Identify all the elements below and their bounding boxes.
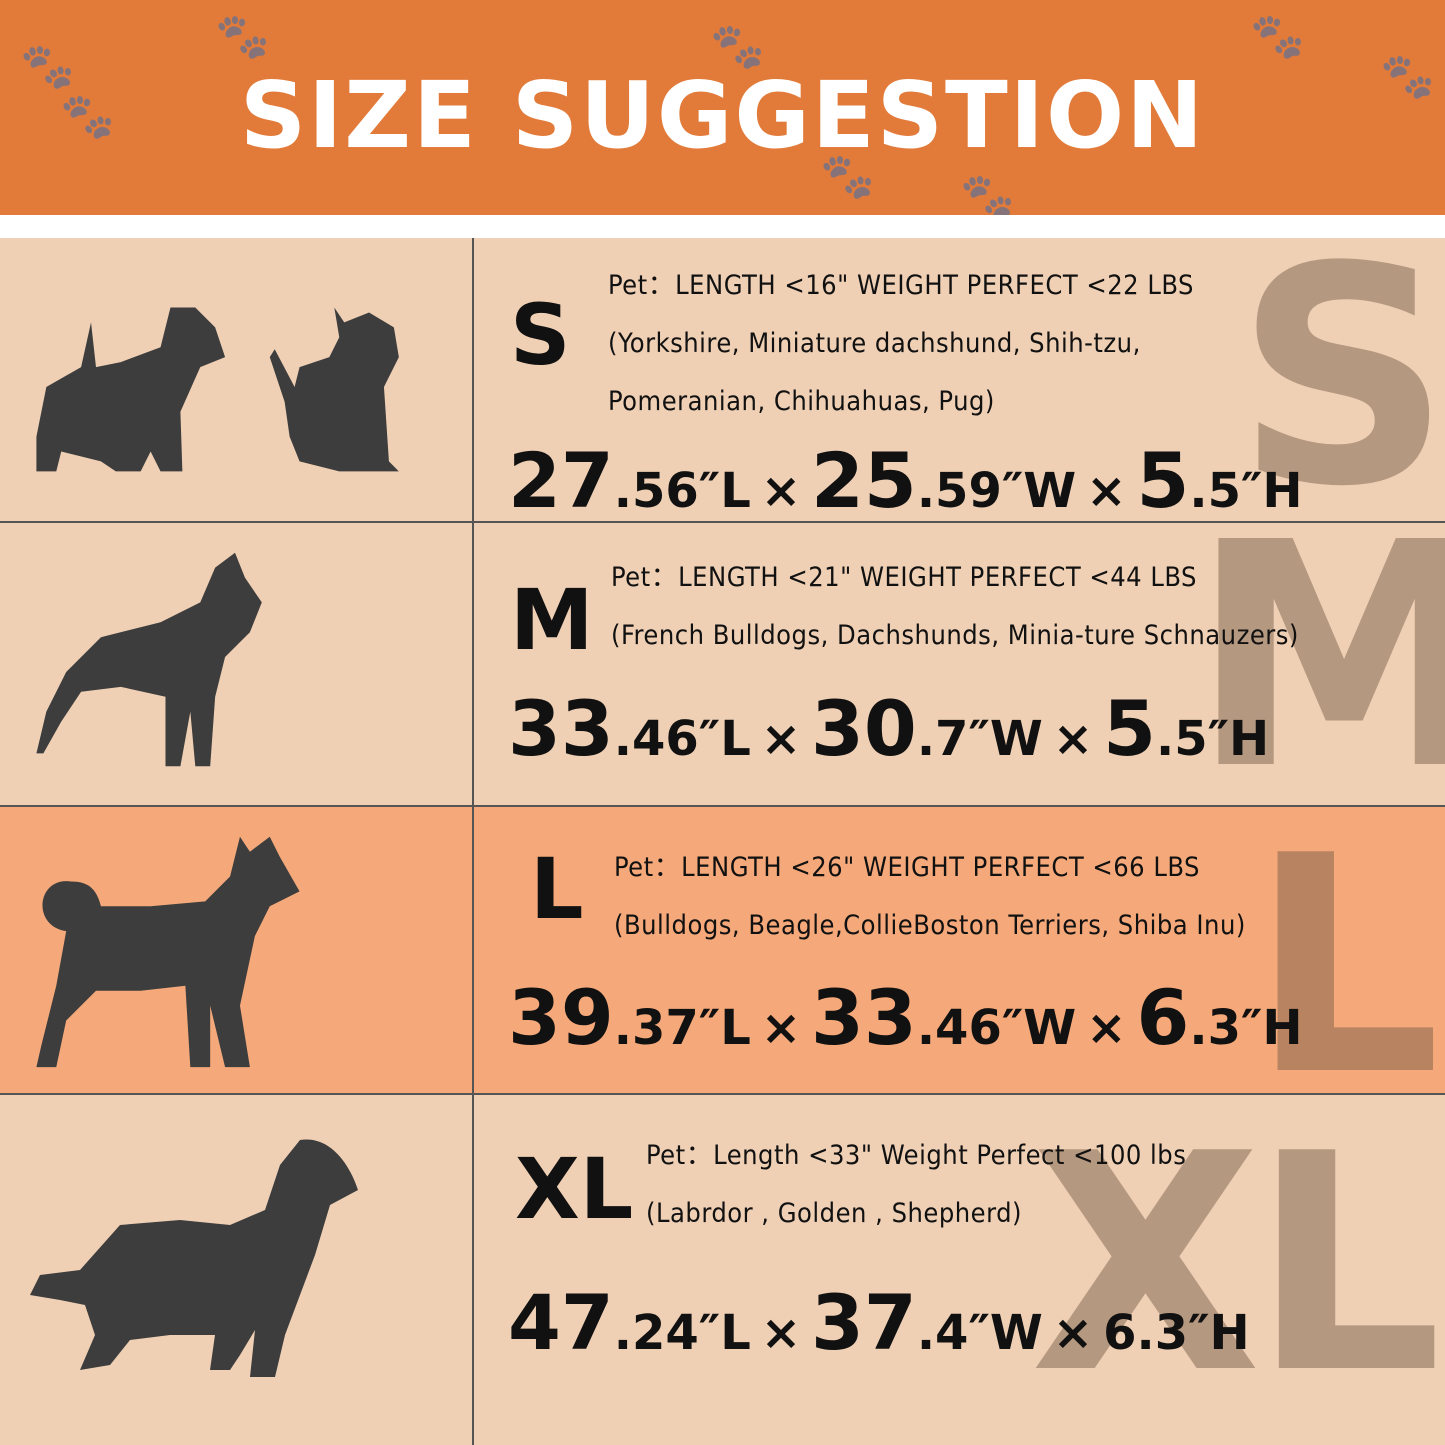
width-frac: .4 xyxy=(916,1305,969,1361)
dimensions: 39.37″L × 33.46″W × 6.3″H xyxy=(508,980,1303,1056)
length-frac: .46 xyxy=(613,711,699,767)
times-sign: × xyxy=(760,1305,802,1361)
height-frac: .5 xyxy=(1189,463,1241,519)
pet-limits: Pet：LENGTH <16" WEIGHT PERFECT <22 LBS xyxy=(608,270,1194,301)
pet-info: Pet：LENGTH <21" WEIGHT PERFECT <44 LBS (… xyxy=(611,549,1299,665)
times-sign: × xyxy=(1086,463,1127,519)
breed-list: (Bulldogs, Beagle,CollieBoston Terriers,… xyxy=(614,910,1246,941)
width-whole: 30 xyxy=(811,684,917,773)
width-unit: ″W xyxy=(1001,463,1077,519)
size-row-s: S S Pet：LENGTH <16" WEIGHT PERFECT <22 L… xyxy=(0,238,1445,523)
height-unit: ″H xyxy=(1240,1000,1303,1056)
width-frac: .7 xyxy=(916,711,969,767)
pet-info: Pet：LENGTH <16" WEIGHT PERFECT <22 LBS (… xyxy=(608,257,1194,431)
size-watermark: M xyxy=(1190,523,1445,805)
paw-icon: 🐾 xyxy=(1380,51,1435,102)
length-unit: ″L xyxy=(698,1305,751,1361)
size-watermark: XL xyxy=(1030,1095,1442,1439)
breed-list: (Yorkshire, Miniature dachshund, Shih-tz… xyxy=(608,328,1141,359)
terrier-silhouette-icon xyxy=(36,307,226,472)
times-sign: × xyxy=(760,1000,802,1056)
paw-icon: 🐾 xyxy=(820,151,875,202)
paw-icon: 🐾 xyxy=(60,91,115,142)
cat-silhouette-icon xyxy=(269,307,399,472)
dimensions: 27.56″L × 25.59″W × 5.5″H xyxy=(508,443,1303,519)
times-sign: × xyxy=(760,711,802,767)
height-unit: ″H xyxy=(1240,463,1303,519)
pet-silhouettes xyxy=(30,1139,358,1377)
height-whole: 6.3 xyxy=(1103,1305,1189,1361)
size-label: L xyxy=(530,840,584,938)
height-whole: 5 xyxy=(1136,436,1190,523)
paw-icon: 🐾 xyxy=(710,21,765,72)
dimensions: 47.24″L × 37.4″W × 6.3″H xyxy=(508,1285,1250,1361)
golden-retriever-silhouette-icon xyxy=(30,1139,358,1377)
length-frac: .24 xyxy=(613,1305,699,1361)
length-whole: 33 xyxy=(508,684,614,773)
pet-limits: Pet：Length <33" Weight Perfect <100 lbs xyxy=(646,1140,1187,1171)
size-watermark: S xyxy=(1235,238,1445,523)
paw-icon: 🐾 xyxy=(1250,11,1305,62)
length-whole: 27 xyxy=(508,436,614,523)
size-row-l: L L Pet：LENGTH <26" WEIGHT PERFECT <66 L… xyxy=(0,807,1445,1095)
length-unit: ″L xyxy=(698,1000,751,1056)
shiba-silhouette-icon xyxy=(36,836,300,1068)
size-row-xl: XL XL Pet：Length <33" Weight Perfect <10… xyxy=(0,1095,1445,1445)
length-whole: 47 xyxy=(508,1278,614,1367)
breed-list: Pomeranian, Chihuahuas, Pug) xyxy=(608,386,995,417)
divider xyxy=(472,523,474,805)
width-frac: .59 xyxy=(916,463,1002,519)
height-frac: .3 xyxy=(1189,1000,1241,1056)
breed-list: (French Bulldogs, Dachshunds, Minia-ture… xyxy=(611,620,1299,651)
pet-silhouettes xyxy=(36,836,300,1068)
width-unit: ″W xyxy=(968,711,1043,767)
length-frac: .37 xyxy=(613,1000,699,1056)
width-whole: 25 xyxy=(811,436,917,523)
pet-info: Pet：LENGTH <26" WEIGHT PERFECT <66 LBS (… xyxy=(614,839,1246,955)
breed-list: (Labrdor , Golden , Shepherd) xyxy=(646,1198,1023,1229)
width-unit: ″W xyxy=(1001,1000,1077,1056)
divider xyxy=(472,807,474,1093)
width-unit: ″W xyxy=(968,1305,1043,1361)
pet-info: Pet：Length <33" Weight Perfect <100 lbs … xyxy=(646,1127,1186,1243)
length-unit: ″L xyxy=(698,711,751,767)
width-whole: 37 xyxy=(811,1278,917,1367)
times-sign: × xyxy=(1086,1000,1127,1056)
pet-silhouettes xyxy=(36,552,262,767)
height-unit: ″H xyxy=(1188,1305,1250,1361)
times-sign: × xyxy=(760,463,802,519)
pet-limits: Pet：LENGTH <21" WEIGHT PERFECT <44 LBS xyxy=(611,562,1197,593)
width-whole: 33 xyxy=(811,973,917,1062)
paw-icon: 🐾 xyxy=(20,41,75,92)
paw-icon: 🐾 xyxy=(215,11,270,62)
length-unit: ″L xyxy=(698,463,751,519)
paw-icon: 🐾 xyxy=(960,171,1015,215)
length-frac: .56 xyxy=(613,463,699,519)
size-row-m: M M Pet：LENGTH <21" WEIGHT PERFECT <44 L… xyxy=(0,523,1445,807)
height-whole: 6 xyxy=(1136,973,1190,1062)
pet-limits: Pet：LENGTH <26" WEIGHT PERFECT <66 LBS xyxy=(614,852,1200,883)
dimensions: 33.46″L × 30.7″W × 5.5″H xyxy=(508,691,1269,767)
page-title: SIZE SUGGESTION xyxy=(239,62,1206,169)
bulldog-silhouette-icon xyxy=(36,552,262,767)
header-banner: 🐾 🐾 🐾 🐾 🐾 🐾 🐾 🐾 SIZE SUGGESTION xyxy=(0,0,1445,215)
size-label: XL xyxy=(515,1140,634,1238)
divider xyxy=(472,1095,474,1445)
height-unit: ″H xyxy=(1207,711,1270,767)
height-whole: 5 xyxy=(1103,684,1156,773)
pet-silhouettes xyxy=(36,307,399,472)
divider xyxy=(472,238,474,521)
height-frac: .5 xyxy=(1155,711,1208,767)
size-label: M xyxy=(510,571,594,669)
times-sign: × xyxy=(1052,1305,1094,1361)
size-watermark: L xyxy=(1250,807,1442,1095)
length-whole: 39 xyxy=(508,973,614,1062)
width-frac: .46 xyxy=(916,1000,1002,1056)
times-sign: × xyxy=(1052,711,1094,767)
size-label: S xyxy=(510,286,571,384)
